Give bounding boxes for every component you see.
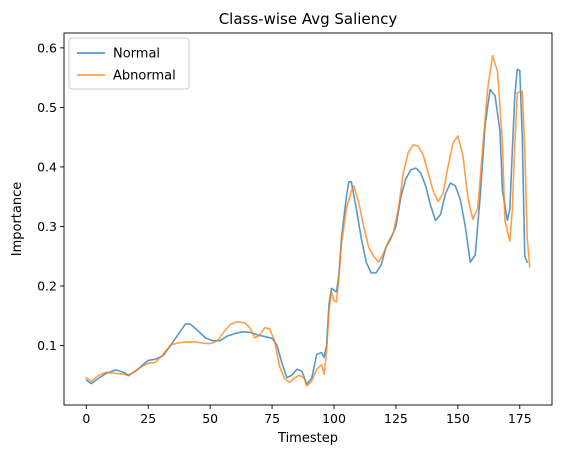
series-line-normal	[85, 68, 529, 385]
legend-box	[68, 37, 190, 90]
y-axis: 0.1 0.2 0.3 0.4 0.5 0.6	[37, 40, 64, 353]
x-axis: 0 25 50 75 100 125 150 175	[82, 405, 532, 426]
x-tick-label: 75	[264, 411, 280, 426]
y-tick-label: 0.3	[37, 219, 57, 234]
y-tick-label: 0.5	[37, 100, 57, 115]
legend: Normal Abnormal	[68, 37, 190, 90]
y-tick-label: 0.1	[37, 338, 57, 353]
chart-title: Class-wise Avg Saliency	[219, 10, 398, 28]
legend-label-abnormal: Abnormal	[113, 69, 176, 84]
series-line-abnormal	[85, 54, 531, 387]
plot-lines	[85, 54, 531, 387]
x-tick-label: 25	[140, 411, 156, 426]
x-axis-label: Timestep	[277, 431, 338, 446]
plot-frame	[63, 32, 553, 406]
y-tick-label: 0.2	[37, 278, 57, 293]
legend-label-normal: Normal	[113, 47, 160, 62]
x-tick-label: 100	[322, 411, 346, 426]
y-tick-label: 0.4	[37, 159, 57, 174]
x-tick-label: 175	[508, 411, 532, 426]
x-tick-label: 125	[384, 411, 408, 426]
x-tick-label: 50	[202, 411, 218, 426]
y-tick-label: 0.6	[37, 40, 57, 55]
x-tick-label: 150	[446, 411, 470, 426]
x-tick-label: 0	[82, 411, 90, 426]
y-axis-label: Importance	[10, 182, 25, 257]
